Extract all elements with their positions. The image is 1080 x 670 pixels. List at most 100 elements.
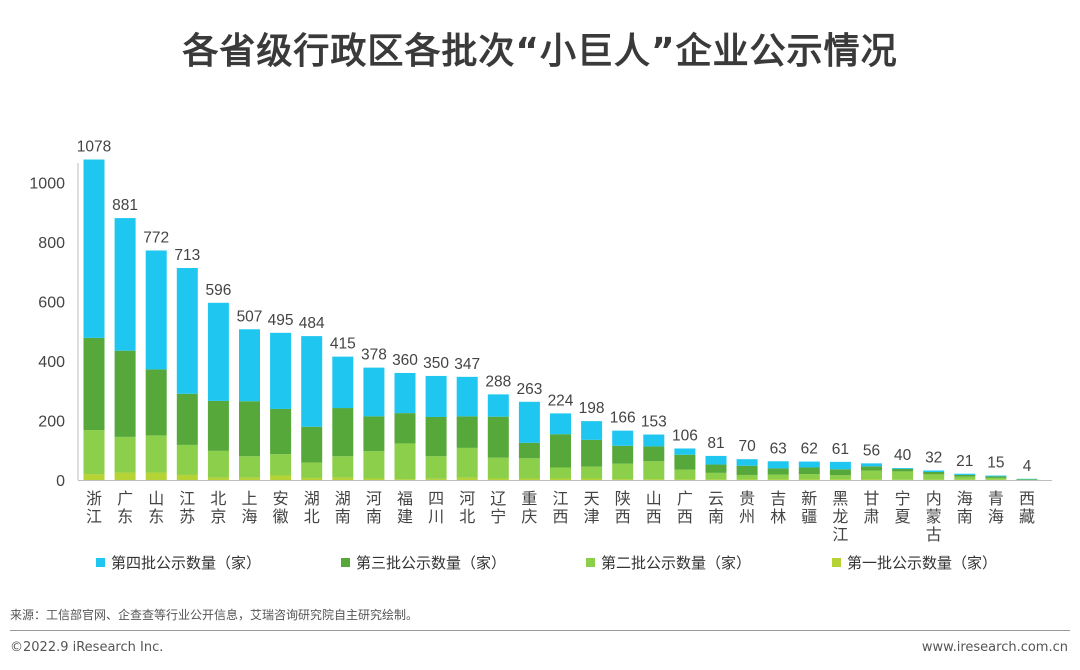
bar-segment <box>363 416 385 452</box>
bar-segment <box>581 439 603 467</box>
legend-label: 第一批公示数量（家） <box>847 553 998 572</box>
bar-segment <box>363 367 385 417</box>
bar-segment <box>550 434 571 468</box>
bar-segment <box>207 450 229 478</box>
legend-swatch <box>586 557 595 567</box>
bar-segment <box>301 336 323 427</box>
bar-segment <box>487 416 509 458</box>
total-data-label: 153 <box>641 414 667 431</box>
total-data-label: 713 <box>174 247 200 264</box>
x-category-label: 广东 <box>117 489 133 526</box>
bar-segment <box>923 471 945 475</box>
bar-segment <box>332 356 354 409</box>
total-data-label: 495 <box>268 312 294 329</box>
bar-segment <box>829 469 851 476</box>
x-category-label: 湖南 <box>335 489 351 526</box>
bar-segment <box>736 474 758 480</box>
bar-segment <box>705 455 727 465</box>
bar-segment <box>550 413 571 435</box>
bar-segment <box>767 461 789 469</box>
bar-segment <box>176 393 198 445</box>
bar-segment <box>985 477 1007 480</box>
total-data-label: 350 <box>423 355 449 372</box>
x-category-label: 上海 <box>241 489 257 526</box>
total-data-label: 596 <box>205 282 231 299</box>
bar-segment <box>1016 479 1038 480</box>
stacked-bar-chart: 0 200 400 600 800 1000 1078 浙江 881 广东 772 山东 713 江苏 59… <box>29 139 1052 544</box>
bar-segment <box>145 472 167 480</box>
bar-segment <box>487 394 509 417</box>
bar-segment <box>83 159 105 338</box>
bar-segment <box>767 468 789 475</box>
bar-segment <box>270 408 292 455</box>
bar-segment <box>145 250 167 370</box>
total-data-label: 70 <box>738 438 756 455</box>
total-data-label: 198 <box>579 400 605 417</box>
bar-segment <box>705 464 727 473</box>
total-data-label: 288 <box>485 373 511 390</box>
legend-label: 第三批公示数量（家） <box>356 553 507 572</box>
x-category-label: 青海 <box>988 489 1004 526</box>
bar-segment <box>581 466 603 479</box>
y-tick-label: 200 <box>38 414 65 431</box>
bar-segment <box>612 463 634 480</box>
total-data-label: 62 <box>801 441 818 458</box>
bar-segment <box>456 376 478 417</box>
total-data-label: 507 <box>237 308 263 325</box>
x-category-label: 甘肃 <box>863 489 879 526</box>
bar-segment <box>705 472 727 480</box>
x-category-label: 吉林 <box>770 489 786 526</box>
bar-segment <box>83 337 105 431</box>
bar-segment <box>674 469 696 480</box>
bar-segment <box>456 477 478 480</box>
bar-segment <box>332 477 354 480</box>
bar-segment <box>425 478 447 480</box>
bar-segment <box>612 430 634 446</box>
total-data-label: 106 <box>672 427 698 444</box>
bar-segment <box>985 475 1007 477</box>
total-data-label: 63 <box>770 440 787 457</box>
bar-segment <box>829 479 851 480</box>
x-category-label: 四川 <box>428 489 444 526</box>
bar-segment <box>767 479 789 480</box>
x-category-label: 浙江 <box>86 489 102 526</box>
bar-segment <box>861 470 882 480</box>
bar-segment <box>301 426 323 463</box>
total-data-label: 81 <box>707 435 724 452</box>
bar-segment <box>923 474 945 480</box>
x-category-label: 安徽 <box>273 489 289 526</box>
bar-segment <box>394 372 416 414</box>
bar-segment <box>425 456 447 479</box>
legend-label: 第二批公示数量（家） <box>601 553 752 572</box>
total-data-label: 61 <box>832 441 849 458</box>
total-data-label: 881 <box>112 197 138 214</box>
bar-segment <box>487 457 509 479</box>
bar-segment <box>798 467 820 475</box>
bar-segment <box>114 218 136 351</box>
bar-segment <box>487 478 509 480</box>
x-category-label: 贵州 <box>739 489 755 526</box>
bar-segment <box>332 456 354 478</box>
bar-segment <box>83 430 105 475</box>
bar-segment <box>394 413 416 444</box>
bar-segment <box>518 478 540 480</box>
legend-label: 第四批公示数量（家） <box>111 553 262 572</box>
bar-segment <box>674 448 696 455</box>
legend-item: 第二批公示数量（家） <box>586 553 752 572</box>
total-data-label: 484 <box>299 315 325 332</box>
bar-segment <box>550 467 571 479</box>
bar-segment <box>145 369 167 436</box>
total-data-label: 224 <box>548 392 574 409</box>
bar-segment <box>332 408 354 457</box>
bar-segment <box>518 401 540 443</box>
bar-segment <box>612 445 634 464</box>
x-category-label: 新疆 <box>801 489 817 526</box>
bar-segment <box>674 454 696 470</box>
bar-segment <box>114 436 136 473</box>
bar-segment <box>550 478 571 480</box>
x-category-label: 江苏 <box>179 489 195 526</box>
y-tick-label: 400 <box>38 354 65 371</box>
x-category-label: 福建 <box>397 489 413 526</box>
total-data-label: 263 <box>516 381 542 398</box>
bar-segment <box>581 421 603 440</box>
